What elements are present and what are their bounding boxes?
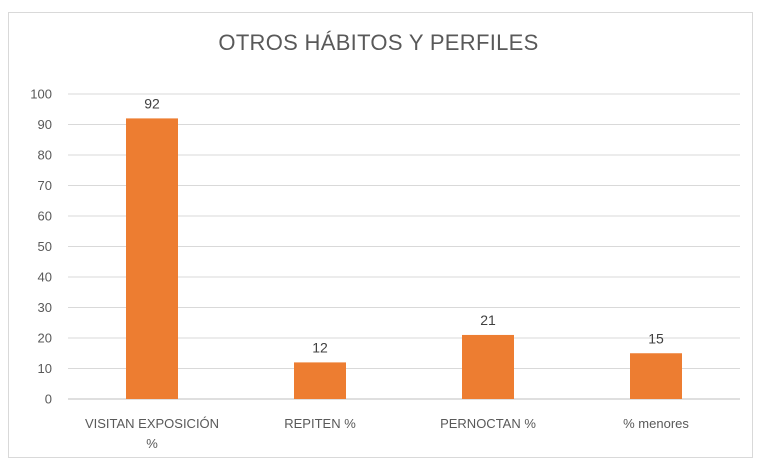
bar xyxy=(462,334,514,399)
x-tick-label: VISITAN EXPOSICIÓN xyxy=(85,416,219,431)
x-tick-label: % xyxy=(146,436,158,451)
y-tick-label: 0 xyxy=(45,392,52,407)
bar xyxy=(630,353,682,399)
data-label: 21 xyxy=(480,312,496,328)
y-tick-label: 10 xyxy=(38,361,52,376)
data-label: 92 xyxy=(144,95,160,111)
x-tick-label: PERNOCTAN % xyxy=(440,416,536,431)
y-tick-label: 100 xyxy=(30,87,52,102)
y-tick-label: 30 xyxy=(38,300,52,315)
y-tick-label: 90 xyxy=(38,117,52,132)
bar xyxy=(126,118,178,400)
y-tick-label: 20 xyxy=(38,331,52,346)
chart-title: OTROS HÁBITOS Y PERFILES xyxy=(218,30,539,55)
data-label: 15 xyxy=(648,330,664,346)
y-tick-label: 80 xyxy=(38,148,52,163)
x-tick-label: % menores xyxy=(623,416,689,431)
data-label: 12 xyxy=(312,339,328,355)
y-tick-label: 50 xyxy=(38,239,52,254)
x-tick-label: REPITEN % xyxy=(284,416,356,431)
y-tick-label: 40 xyxy=(38,270,52,285)
y-tick-label: 70 xyxy=(38,178,52,193)
bar xyxy=(294,362,346,399)
y-tick-label: 60 xyxy=(38,209,52,224)
